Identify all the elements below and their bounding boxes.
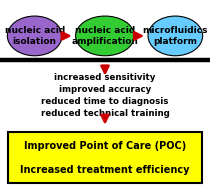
Text: microfluidics
platform: microfluidics platform xyxy=(143,26,208,46)
Text: nucleic acid
amplification: nucleic acid amplification xyxy=(72,26,138,46)
Ellipse shape xyxy=(148,16,203,56)
Ellipse shape xyxy=(76,16,134,56)
Text: increased sensitivity
improved accuracy
reduced time to diagnosis
reduced techni: increased sensitivity improved accuracy … xyxy=(41,73,169,118)
Text: Improved Point of Care (POC): Improved Point of Care (POC) xyxy=(24,141,186,150)
Ellipse shape xyxy=(7,16,62,56)
FancyBboxPatch shape xyxy=(8,132,202,183)
Text: nucleic acid
isolation: nucleic acid isolation xyxy=(5,26,65,46)
Text: Increased treatment efficiency: Increased treatment efficiency xyxy=(20,165,190,175)
